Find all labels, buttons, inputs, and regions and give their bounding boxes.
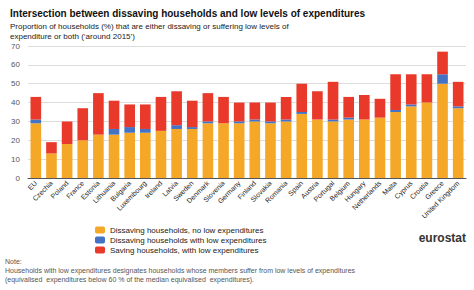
svg-text:30: 30 (11, 117, 20, 126)
svg-text:Portugal: Portugal (312, 179, 336, 203)
svg-text:70: 70 (11, 42, 20, 51)
svg-text:Intersection between dissaving: Intersection between dissaving household… (10, 8, 366, 19)
svg-text:Sweden: Sweden (171, 179, 195, 203)
svg-text:Greece: Greece (423, 179, 445, 201)
svg-text:Germany: Germany (216, 179, 242, 205)
svg-text:Latvia: Latvia (161, 179, 180, 198)
svg-text:eurostat: eurostat (419, 231, 466, 245)
svg-text:Note:: Note: (5, 258, 22, 265)
svg-text:Austria: Austria (299, 179, 320, 200)
svg-text:Saving households, with low ex: Saving households, with low expenditures (110, 246, 259, 255)
svg-text:Dissaving households with low: Dissaving households with low expenditur… (110, 236, 267, 245)
svg-text:Hungary: Hungary (343, 179, 367, 204)
svg-text:expenditure or both (‘around 2: expenditure or both (‘around 2015’) (10, 32, 135, 41)
svg-text:Belgium: Belgium (328, 179, 352, 203)
svg-text:Bulgaria: Bulgaria (109, 179, 133, 203)
svg-text:EU: EU (26, 180, 38, 192)
svg-text:Finland: Finland (236, 179, 258, 201)
svg-text:10: 10 (11, 155, 20, 164)
svg-text:Luxembourg: Luxembourg (115, 179, 148, 212)
svg-text:20: 20 (11, 136, 20, 145)
svg-text:0: 0 (16, 174, 21, 183)
svg-text:(equivalised expenditures bel: (equivalised expenditures below 60 % of … (5, 276, 254, 284)
svg-text:Estonia: Estonia (79, 179, 101, 201)
svg-text:Czechia: Czechia (31, 179, 54, 202)
svg-text:Malta: Malta (381, 179, 399, 197)
svg-text:Spain: Spain (286, 179, 305, 198)
svg-text:France: France (64, 179, 86, 200)
svg-text:Croatia: Croatia (408, 179, 430, 201)
svg-text:Poland: Poland (49, 179, 70, 200)
svg-text:40: 40 (11, 98, 20, 107)
svg-text:50: 50 (11, 79, 20, 88)
svg-text:60: 60 (11, 60, 20, 69)
svg-text:Households with low expenditur: Households with low expenditures designa… (5, 267, 356, 275)
svg-text:Denmark: Denmark (185, 179, 211, 205)
svg-text:Ireland: Ireland (143, 179, 163, 199)
svg-text:Proportion of households (%) t: Proportion of households (%) that are ei… (10, 22, 289, 31)
svg-text:Slovakia: Slovakia (249, 179, 273, 204)
svg-text:Netherlands: Netherlands (351, 179, 383, 211)
svg-text:Slovenia: Slovenia (202, 179, 226, 204)
svg-text:Lithuania: Lithuania (91, 179, 117, 205)
svg-text:United Kingdom: United Kingdom (421, 179, 462, 220)
svg-text:Cyprus: Cyprus (393, 179, 414, 201)
svg-text:Dissaving households, no low e: Dissaving households, no low expenditure… (110, 226, 263, 235)
svg-text:Romania: Romania (264, 179, 289, 204)
